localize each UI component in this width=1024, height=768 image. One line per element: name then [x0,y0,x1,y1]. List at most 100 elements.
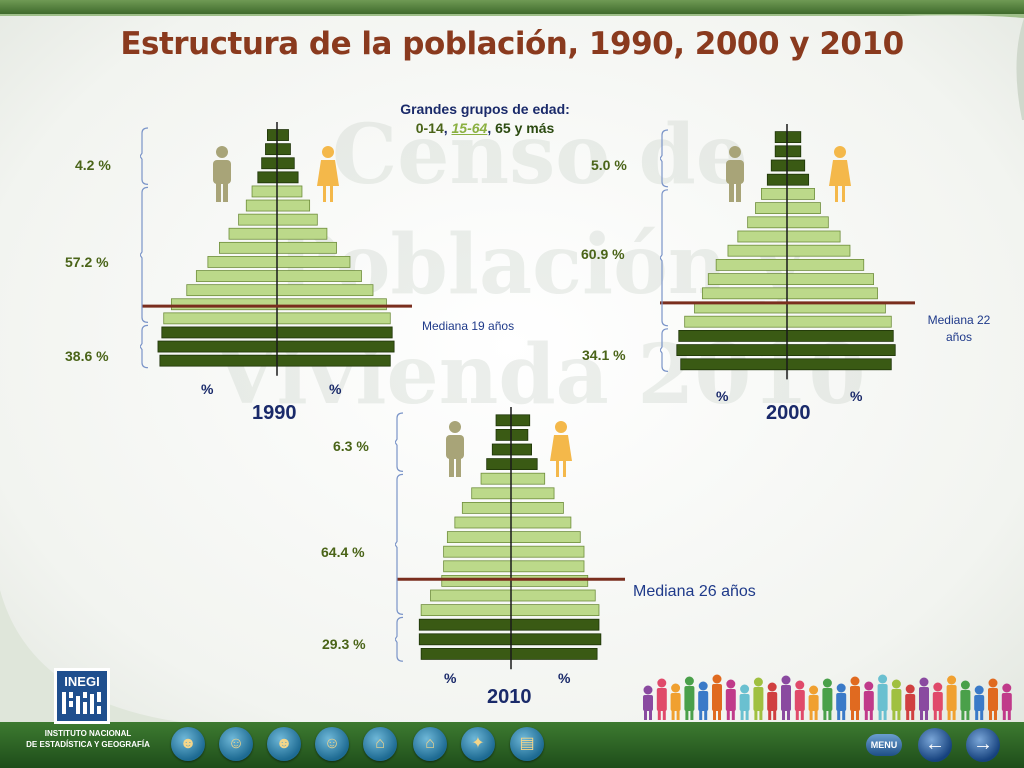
crowd-illustration [643,674,1012,720]
previous-button[interactable]: ← [918,728,952,762]
female-bar-2000-0 [786,358,892,371]
arrow-right-icon: → [973,733,993,755]
male-bar-2010-12 [480,472,512,485]
crowd-person [739,684,750,720]
crowd-person [670,683,681,720]
crowd-person [822,678,833,720]
old-share-1990: 4.2 % [75,157,111,173]
crowd-person [988,678,998,720]
bracket-working-1990 [140,186,149,323]
young-share-1990: 38.6 % [65,348,109,364]
bracket-young-2010 [395,616,404,662]
median-label-2000: Mediana 22 años [927,313,991,344]
crowd-person [794,680,805,720]
male-bar-2000-7 [715,258,788,271]
female-axis-unit-2010: % [558,670,571,686]
crowd-person [725,679,736,720]
crowd-person [684,676,695,720]
pyramid-2010 [395,407,625,670]
crowd-person [863,681,874,720]
female-bar-2000-6 [786,273,874,286]
male-bar-2000-5 [701,287,788,300]
male-bar-2010-2 [418,618,512,631]
menu-button[interactable]: MENU [866,734,902,756]
male-bar-1990-0 [159,354,278,367]
group-65-plus: 65 y más [495,120,555,136]
crowd-person [891,679,902,720]
crowd-person [850,676,860,720]
male-bar-1990-3 [163,312,278,325]
institution-name-line2: DE ESTADÍSTICA Y GEOGRAFÍA [26,740,150,749]
male-bar-1990-7 [207,256,278,268]
female-bar-1990-0 [276,354,391,367]
crowd-person [960,680,971,720]
document-button[interactable]: ▤ [510,727,544,761]
male-icon [726,146,744,202]
crowd-person [877,674,888,720]
crowd-person [1001,683,1012,720]
female-bar-2010-5 [510,574,589,587]
population-icon: ☻ [179,735,197,752]
female-bar-1990-13 [276,171,299,184]
bracket-young-1990 [140,324,149,369]
female-bar-1990-9 [276,227,328,240]
female-bar-1990-6 [276,270,362,282]
male-bar-2010-13 [486,458,512,470]
home-button[interactable]: ⌂ [413,727,447,761]
female-bar-2010-8 [510,531,581,543]
family-button[interactable]: ☻ [267,727,301,761]
male-bar-1990-1 [157,340,278,353]
female-bar-2000-8 [786,244,851,257]
female-bar-1990-7 [276,256,351,268]
female-bar-2000-9 [786,230,841,243]
house-icon: ⌂ [375,735,385,752]
crowd-person [781,675,791,720]
male-bar-2000-3 [684,315,788,328]
female-bar-2000-1 [786,344,896,357]
female-bar-2010-11 [510,487,555,500]
female-bar-2000-16 [786,131,802,144]
male-axis-unit-1990: % [201,381,214,397]
male-bar-1990-8 [219,241,278,254]
age-groups-legend: Grandes grupos de edad: 0-14, 15-64, 65 … [350,100,620,138]
female-bar-2000-7 [786,258,865,271]
female-bar-1990-10 [276,213,318,226]
young-share-2010: 29.3 % [322,636,366,652]
female-bar-1990-5 [276,284,374,297]
male-bar-2000-2 [678,329,788,342]
couple-button[interactable]: ☺ [315,727,349,761]
pyramid-1990 [140,122,412,376]
female-bar-1990-1 [276,340,395,353]
male-bar-2000-10 [747,216,788,229]
male-bar-2000-9 [737,230,788,243]
male-bar-2000-8 [727,244,788,257]
crowd-person [808,685,819,720]
crowd-person [643,685,653,720]
male-bar-2000-6 [707,273,788,286]
map-button[interactable]: ✦ [461,727,495,761]
female-bar-2000-14 [786,159,806,172]
male-bar-2010-10 [461,502,512,514]
male-icon [213,146,231,202]
female-bar-2010-7 [510,545,585,558]
male-bar-2010-1 [418,633,512,646]
female-bar-2010-6 [510,560,585,573]
bracket-old-2000 [660,129,669,188]
population-button[interactable]: ☻ [171,727,205,761]
crowd-person [656,678,667,720]
female-bar-2010-1 [510,633,602,646]
male-bar-2010-5 [441,574,512,587]
male-bar-1990-14 [261,157,278,170]
house-button[interactable]: ⌂ [363,727,397,761]
people-button[interactable]: ☺ [219,727,253,761]
male-bar-2010-8 [446,531,512,543]
young-share-2000: 34.1 % [582,347,626,363]
next-button[interactable]: → [966,728,1000,762]
male-bar-2000-11 [755,202,788,214]
male-bar-2010-15 [495,428,512,441]
crowd-person [836,683,847,720]
institution-name-line1: INSTITUTO NACIONAL [44,729,132,738]
male-bar-2000-14 [770,159,788,172]
male-bar-1990-11 [245,199,278,212]
crowd-person [767,682,778,720]
